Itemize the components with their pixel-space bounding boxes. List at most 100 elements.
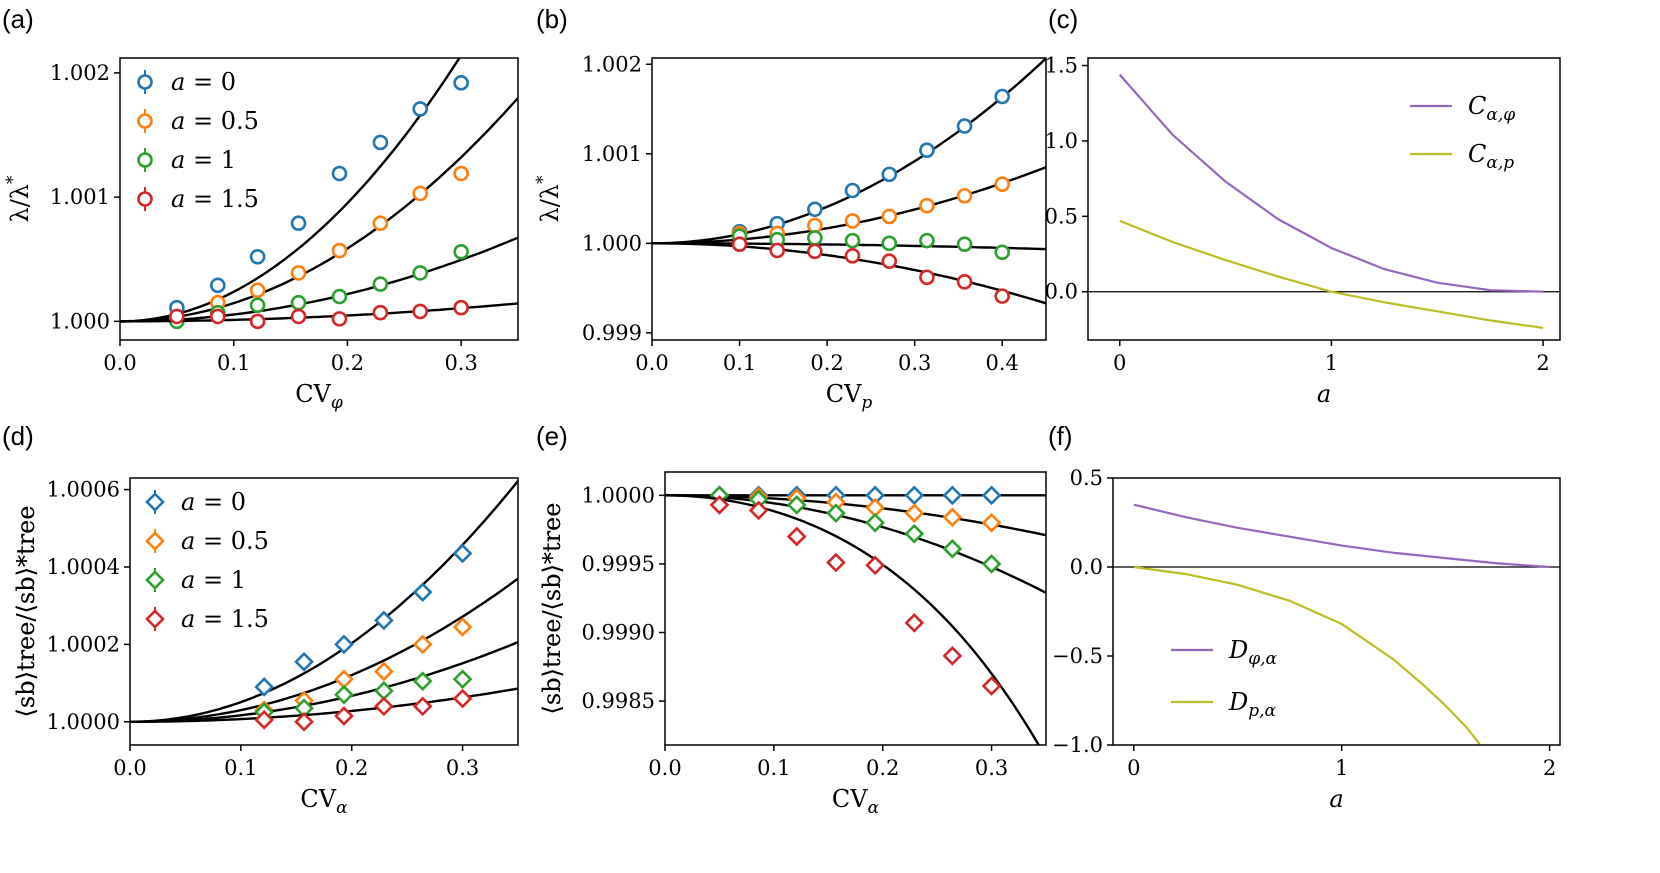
fit-curve — [130, 480, 518, 723]
x-axis-label: CVα — [300, 785, 348, 818]
x-tick-label: 0.0 — [113, 756, 146, 780]
data-point — [994, 176, 1011, 193]
data-point — [919, 232, 935, 249]
y-axis-label: ⟨sb⟩tree/⟨sb⟩*tree — [538, 503, 566, 715]
x-tick-label: 0.3 — [898, 351, 931, 375]
data-point — [331, 311, 348, 327]
data-point — [249, 313, 266, 330]
data-point — [981, 485, 1002, 506]
data-point — [453, 243, 469, 260]
data-point — [374, 610, 394, 631]
x-axis-label-sub: α — [336, 798, 348, 818]
legend-a-value: 0 — [221, 68, 236, 96]
y-tick-label: −0.5 — [1052, 644, 1103, 668]
legend-value: = — [195, 566, 230, 594]
data-point — [334, 684, 354, 705]
axes-frame — [129, 477, 519, 746]
y-axis-label-d: ⟨sb⟩tree/⟨sb⟩*tree — [12, 506, 40, 718]
data-point — [807, 217, 823, 234]
y-tick-label: 0.5 — [1070, 466, 1103, 490]
data-point — [294, 651, 314, 672]
data-point — [769, 242, 786, 259]
data-point — [956, 274, 973, 290]
data-point — [290, 294, 307, 311]
panel-label-b: (b) — [536, 4, 568, 34]
y-tick-label: 1.5 — [1045, 54, 1078, 78]
y-tick-label: 1.0004 — [47, 555, 120, 579]
data-point — [372, 215, 389, 232]
data-point — [956, 118, 973, 134]
legend-base: C — [1468, 92, 1486, 120]
y-tick-label: 1.0006 — [47, 478, 120, 502]
legend-marker — [137, 74, 153, 90]
data-point — [249, 297, 266, 314]
data-point — [994, 244, 1011, 261]
x-axis-label-base: CV — [295, 380, 331, 408]
x-axis-label-base: CV — [300, 785, 336, 813]
y-tick-label: −1.0 — [1052, 733, 1103, 757]
legend-value: = — [185, 68, 220, 96]
panel-b: (b) 0.0 0.1 0.2 0.3 0.4 0.999 1.000 1.001 1.002 CV… — [533, 4, 1047, 413]
data-point — [844, 248, 861, 264]
legend-entry: a = 1.5 — [181, 605, 269, 633]
x-tick-label: 0.1 — [224, 756, 257, 780]
x-axis-label-base: CV — [826, 380, 862, 408]
y-tick-label: 0.9995 — [582, 552, 655, 576]
y-tick-label: 1.002 — [582, 52, 642, 76]
series-line — [1133, 565, 1482, 745]
legend-marker — [137, 191, 153, 207]
data-point — [334, 634, 354, 655]
y-tick-label: 1.0002 — [47, 632, 120, 656]
series-line — [1133, 503, 1550, 569]
data-point — [942, 507, 963, 528]
panel-a: (a) 0.0 0.1 0.2 0.3 1.000 1.001 1.002 CVφ λ/λ* a =… — [2, 4, 519, 413]
data-point — [919, 269, 935, 286]
legend-base: D — [1228, 636, 1248, 664]
y-tick-label: 0.999 — [582, 321, 642, 345]
data-point — [334, 669, 354, 690]
y-tick-label: 1.0000 — [582, 483, 655, 507]
legend-var: a — [171, 146, 185, 174]
data-point — [865, 512, 885, 533]
y-axis-label-sup: * — [3, 175, 23, 184]
data-point — [942, 538, 963, 559]
data-point — [786, 526, 807, 547]
plot-area-c — [1088, 73, 1560, 329]
data-point — [334, 706, 354, 726]
series-line — [1118, 73, 1544, 293]
x-tick-label: 0.0 — [635, 351, 668, 375]
legend-base: C — [1468, 140, 1486, 168]
data-point — [904, 613, 925, 633]
legend-entry: Cα,φ — [1468, 92, 1515, 125]
y-tick-label: 0.9985 — [582, 689, 655, 713]
x-tick-label: 0.1 — [723, 351, 756, 375]
y-axis-label-base: λ/λ — [536, 184, 564, 223]
y-tick-label: 1.000 — [582, 231, 642, 255]
y-tick-label: 1.0000 — [47, 710, 120, 734]
panel-label-a: (a) — [2, 4, 34, 34]
data-point — [452, 617, 473, 637]
data-point — [881, 166, 898, 183]
y-tick-label: 1.0 — [1045, 129, 1078, 153]
x-tick-label: 0 — [1113, 351, 1126, 375]
x-axis-label: CVp — [826, 380, 873, 413]
legend-sub: p,α — [1248, 701, 1276, 721]
legend-var: a — [181, 605, 195, 633]
legend-a-value: 0.5 — [221, 107, 259, 135]
data-point — [881, 253, 898, 270]
y-axis-label-base: λ/λ — [6, 184, 34, 223]
legend-entry: a = 0.5 — [171, 107, 259, 135]
data-point — [807, 201, 823, 218]
x-tick-label: 0.1 — [757, 756, 790, 780]
x-tick-label: 0.0 — [103, 351, 136, 375]
data-point — [331, 288, 348, 305]
x-axis-label-sub: φ — [331, 393, 343, 413]
legend-marker — [137, 152, 153, 168]
data-point — [412, 303, 429, 320]
data-point — [956, 188, 973, 204]
axes-frame — [1112, 477, 1561, 746]
data-point — [290, 308, 307, 325]
data-point — [209, 308, 226, 325]
